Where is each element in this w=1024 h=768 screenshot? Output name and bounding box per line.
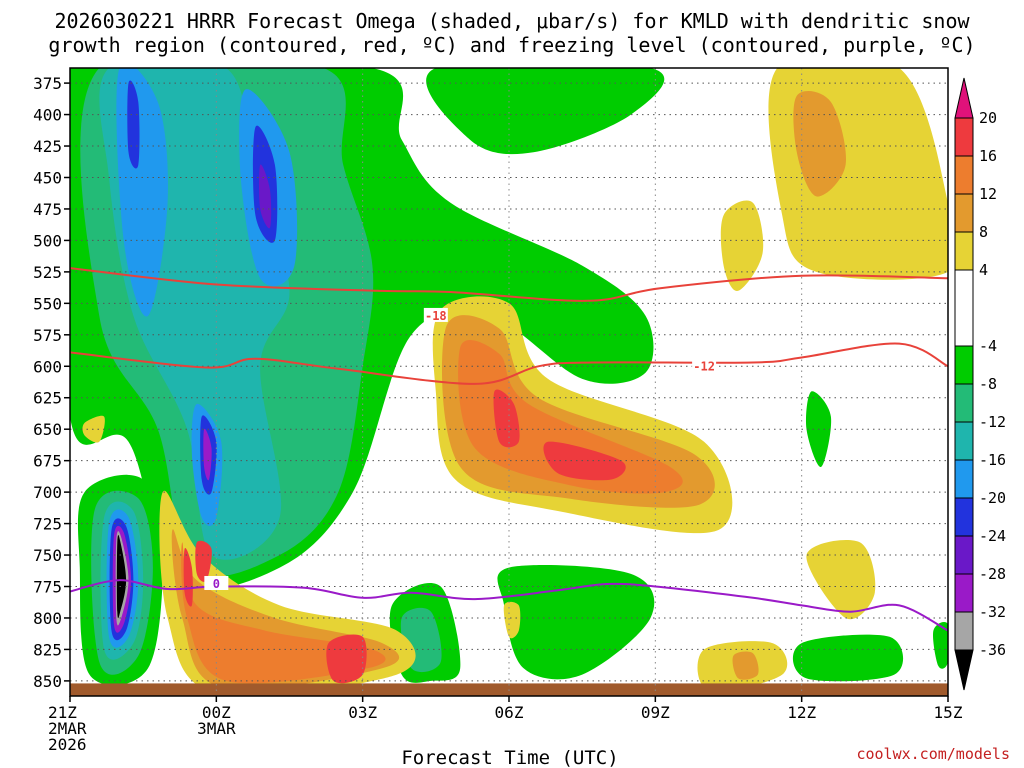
colorbar-swatch-6 <box>954 345 974 385</box>
omega-region-descent-yellow-small-b <box>82 415 105 443</box>
y-tick-label-400: 400 <box>33 106 62 125</box>
pressure-axis: 375 400 425 450 475 500 525 550 575 600 625 650 675 7… <box>33 74 70 691</box>
contour-line-dgz-minus-12 <box>70 342 948 385</box>
x-tick-label-3-1: 3MAR <box>197 719 236 738</box>
colorbar-swatch-11 <box>954 535 974 575</box>
omega-region-descent-red-mid-a <box>493 389 520 448</box>
grid-lines <box>70 68 948 696</box>
colorbar-tick-1: 16 <box>979 147 997 165</box>
colorbar-swatch-9 <box>954 459 974 499</box>
colorbar-tick-4: 4 <box>979 261 988 279</box>
colorbar-swatch-12 <box>954 573 974 613</box>
x-tick-label-0-1: 2MAR <box>48 719 87 738</box>
y-tick-label-500: 500 <box>33 231 62 250</box>
colorbar-tick-6: -8 <box>979 375 997 393</box>
colorbar-tick-7: -12 <box>979 413 1006 431</box>
colorbar-tick-2: 12 <box>979 185 997 203</box>
chart-title-line-1: 2026030221 HRRR Forecast Omega (shaded, … <box>54 9 970 33</box>
y-tick-label-425: 425 <box>33 137 62 156</box>
omega-region-ascent-black-core <box>116 535 127 619</box>
y-tick-label-850: 850 <box>33 672 62 691</box>
x-tick-label-0-2: 2026 <box>48 735 87 754</box>
omega-region-descent-orange-upper-right <box>793 90 846 197</box>
colorbar-tick-10: -24 <box>979 527 1006 545</box>
contour-line-dgz-minus-18 <box>70 267 948 302</box>
y-tick-label-700: 700 <box>33 483 62 502</box>
y-tick-label-600: 600 <box>33 357 62 376</box>
omega-region-ascent-green-upper-right <box>426 68 665 155</box>
y-tick-label-825: 825 <box>33 640 62 659</box>
colorbar-tick-13: -36 <box>979 641 1006 659</box>
colorbar-tick-0: 20 <box>979 109 997 127</box>
colorbar-swatch-top <box>954 77 974 119</box>
colorbar-swatch-7 <box>954 383 974 423</box>
x-tick-label-0-0: 21Z <box>48 703 77 722</box>
omega-region-ascent-purple-mid <box>203 428 212 481</box>
omega-region-descent-orange-low-right <box>732 651 759 680</box>
y-tick-label-775: 775 <box>33 578 62 597</box>
y-tick-label-575: 575 <box>33 326 62 345</box>
omega-region-descent-red-low-a <box>183 548 193 607</box>
chart-title-line-2: growth region (contoured, red, ºC) and f… <box>48 33 975 57</box>
omega-region-descent-yellow-right-low <box>806 540 876 620</box>
colorbar-tick-8: -16 <box>979 451 1006 469</box>
colorbar-swatch-4 <box>954 231 974 271</box>
source-credit: coolwx.com/models <box>856 745 1010 763</box>
colorbar-swatch-2 <box>954 155 974 195</box>
y-tick-label-550: 550 <box>33 294 62 313</box>
y-tick-label-450: 450 <box>33 168 62 187</box>
y-tick-label-675: 675 <box>33 452 62 471</box>
colorbar-swatch-13 <box>954 611 974 651</box>
x-axis-label: Forecast Time (UTC) <box>401 747 618 768</box>
colorbar-tick-3: 8 <box>979 223 988 241</box>
colorbar-tick-5: -4 <box>979 337 997 355</box>
x-tick-label-15-0: 12Z <box>787 703 816 722</box>
y-tick-label-375: 375 <box>33 74 62 93</box>
colorbar-tick-11: -28 <box>979 565 1006 583</box>
colorbar-swatch-10 <box>954 497 974 537</box>
colorbar-tick-9: -20 <box>979 489 1006 507</box>
omega-region-ascent-green-lower-right <box>792 634 904 682</box>
colorbar-swatch-8 <box>954 421 974 461</box>
omega-region-descent-red-left-mid <box>195 540 212 582</box>
contour-label-bg-dgz-minus-18 <box>423 307 448 322</box>
x-tick-label-9-0: 06Z <box>495 703 524 722</box>
y-tick-label-625: 625 <box>33 389 62 408</box>
contour-label-bg-freezing-level-0 <box>204 575 229 590</box>
colorbar: 20 16 12 8 4 -4 -8 -12 -16 -20 -24 -28 -32 -36 <box>954 77 1006 691</box>
y-tick-label-650: 650 <box>33 420 62 439</box>
omega-region-ascent-purple-upper <box>259 164 272 229</box>
temperature-contours: -18 -12 0 <box>70 267 948 632</box>
y-tick-label-475: 475 <box>33 200 62 219</box>
x-tick-label-18-0: 15Z <box>934 703 963 722</box>
contour-label-freezing-level-0: 0 <box>213 577 220 591</box>
contour-label-bg-dgz-minus-12 <box>692 358 717 373</box>
colorbar-tick-12: -32 <box>979 603 1006 621</box>
x-tick-label-3-0: 00Z <box>202 703 231 722</box>
colorbar-swatch-5 <box>954 269 974 347</box>
colorbar-swatch-3 <box>954 193 974 233</box>
omega-region-descent-red-mid-b <box>543 441 626 481</box>
contour-label-dgz-minus-18: -18 <box>425 309 447 323</box>
omega-region-descent-yellow-small-a <box>503 601 521 639</box>
y-tick-label-525: 525 <box>33 263 62 282</box>
y-tick-label-750: 750 <box>33 546 62 565</box>
y-tick-label-725: 725 <box>33 515 62 534</box>
omega-region-descent-orange2-mid <box>458 339 683 494</box>
omega-region-descent-yellow-right-upper <box>720 200 764 292</box>
omega-region-ascent-green-edge-right <box>933 622 948 669</box>
x-tick-label-6-0: 03Z <box>348 703 377 722</box>
x-tick-label-12-0: 09Z <box>641 703 670 722</box>
colorbar-swatch-1 <box>954 117 974 157</box>
contour-label-dgz-minus-12: -12 <box>693 359 715 373</box>
contour-line-freezing-level-0 <box>70 579 948 632</box>
colorbar-swatch-bottom <box>954 649 974 691</box>
y-tick-label-800: 800 <box>33 609 62 628</box>
omega-region-descent-red-low-b <box>326 634 367 684</box>
